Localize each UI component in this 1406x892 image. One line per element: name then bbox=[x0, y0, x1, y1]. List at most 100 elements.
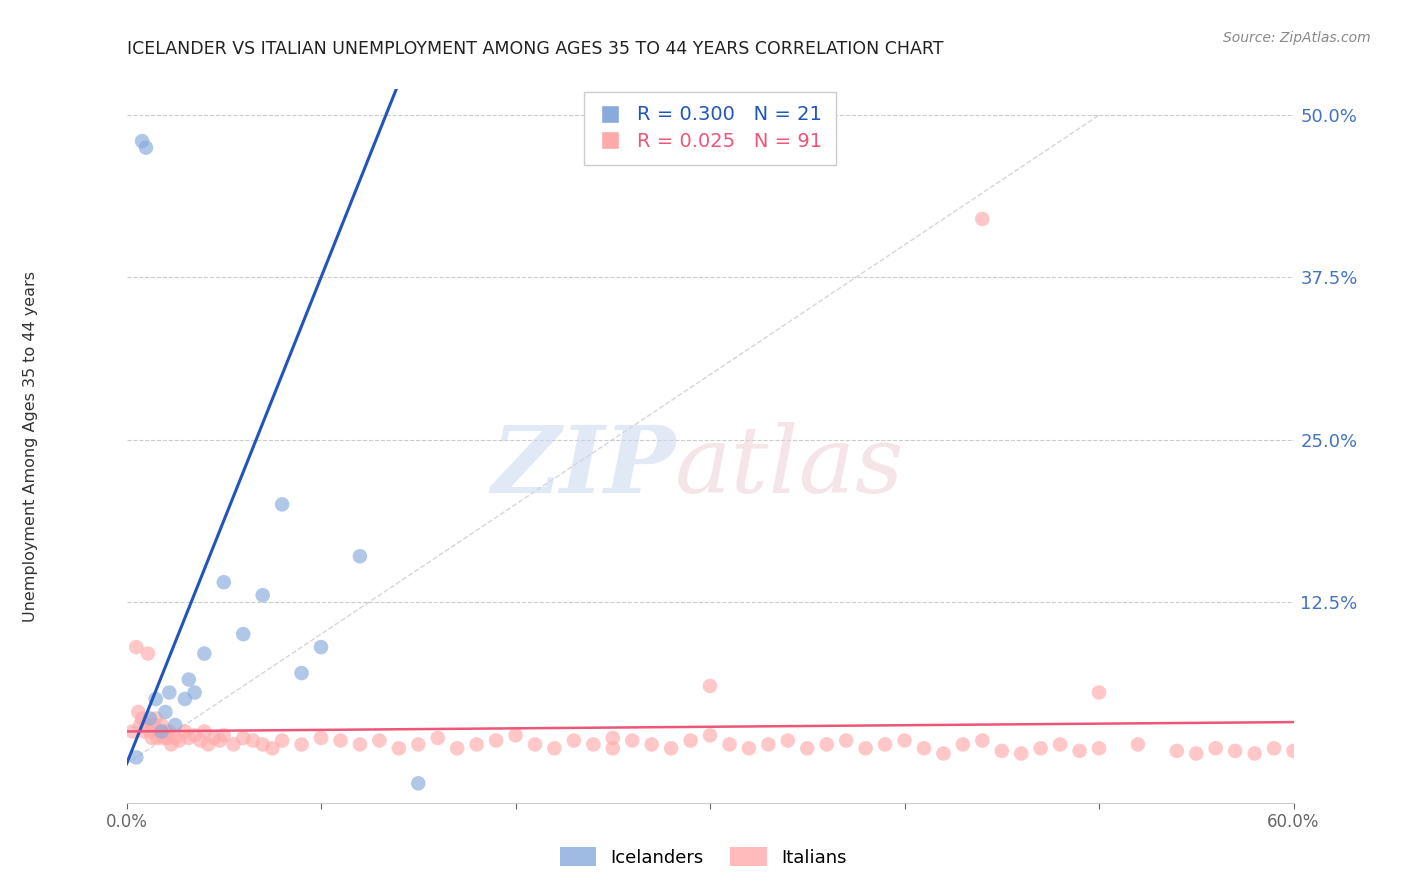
Point bbox=[197, 738, 219, 752]
Point bbox=[932, 747, 955, 761]
Point bbox=[426, 731, 449, 745]
Point bbox=[505, 728, 527, 742]
Point bbox=[1205, 741, 1227, 756]
Point bbox=[718, 738, 741, 752]
Point bbox=[190, 733, 212, 747]
Point bbox=[349, 549, 371, 564]
Point bbox=[129, 718, 152, 732]
Point bbox=[562, 733, 585, 747]
Point bbox=[855, 741, 877, 756]
Point bbox=[271, 733, 294, 747]
Point bbox=[815, 738, 838, 752]
Point bbox=[157, 685, 180, 699]
Point bbox=[972, 733, 994, 747]
Point bbox=[776, 733, 799, 747]
Point bbox=[149, 724, 172, 739]
Point bbox=[135, 718, 157, 732]
Point bbox=[135, 140, 157, 154]
Point bbox=[177, 731, 200, 745]
Point bbox=[408, 776, 430, 790]
Point bbox=[150, 724, 173, 739]
Point bbox=[146, 731, 169, 745]
Point bbox=[212, 575, 235, 590]
Point bbox=[174, 724, 197, 739]
Point bbox=[875, 738, 897, 752]
Point bbox=[543, 741, 565, 756]
Point bbox=[174, 692, 197, 706]
Point bbox=[1049, 738, 1071, 752]
Point bbox=[796, 741, 818, 756]
Point bbox=[132, 724, 155, 739]
Text: Source: ZipAtlas.com: Source: ZipAtlas.com bbox=[1223, 31, 1371, 45]
Point bbox=[271, 497, 294, 511]
Point bbox=[252, 588, 274, 602]
Text: ICELANDER VS ITALIAN UNEMPLOYMENT AMONG AGES 35 TO 44 YEARS CORRELATION CHART: ICELANDER VS ITALIAN UNEMPLOYMENT AMONG … bbox=[127, 40, 943, 58]
Point bbox=[309, 640, 332, 654]
Point bbox=[952, 738, 974, 752]
Point bbox=[388, 741, 411, 756]
Point bbox=[1088, 741, 1111, 756]
Point bbox=[1088, 685, 1111, 699]
Point bbox=[990, 744, 1012, 758]
Point bbox=[912, 741, 935, 756]
Text: Unemployment Among Ages 35 to 44 years: Unemployment Among Ages 35 to 44 years bbox=[24, 270, 38, 622]
Point bbox=[349, 738, 371, 752]
Point bbox=[193, 647, 215, 661]
Point bbox=[290, 666, 312, 681]
Point bbox=[659, 741, 682, 756]
Point bbox=[756, 738, 779, 752]
Point bbox=[465, 738, 488, 752]
Point bbox=[155, 724, 177, 739]
Point bbox=[1029, 741, 1052, 756]
Point bbox=[262, 741, 284, 756]
Point bbox=[1263, 741, 1285, 756]
Point bbox=[582, 738, 605, 752]
Point bbox=[121, 724, 143, 739]
Point bbox=[160, 738, 183, 752]
Point bbox=[152, 731, 174, 745]
Point bbox=[485, 733, 508, 747]
Point bbox=[165, 718, 187, 732]
Point bbox=[193, 724, 215, 739]
Point bbox=[131, 711, 153, 725]
Point bbox=[893, 733, 915, 747]
Point bbox=[136, 647, 159, 661]
Point bbox=[183, 685, 205, 699]
Point bbox=[602, 731, 624, 745]
Point bbox=[141, 731, 163, 745]
Point bbox=[329, 733, 352, 747]
Point bbox=[139, 724, 162, 739]
Point bbox=[139, 711, 162, 725]
Point bbox=[222, 738, 245, 752]
Point bbox=[835, 733, 858, 747]
Point bbox=[212, 728, 235, 742]
Point bbox=[131, 134, 153, 148]
Point bbox=[150, 718, 173, 732]
Point bbox=[252, 738, 274, 752]
Point bbox=[208, 733, 231, 747]
Text: atlas: atlas bbox=[675, 423, 904, 512]
Point bbox=[183, 728, 205, 742]
Point bbox=[125, 750, 148, 764]
Point bbox=[290, 738, 312, 752]
Point bbox=[641, 738, 664, 752]
Point bbox=[738, 741, 761, 756]
Point bbox=[699, 679, 721, 693]
Point bbox=[309, 731, 332, 745]
Point bbox=[242, 733, 264, 747]
Legend: Icelanders, Italians: Icelanders, Italians bbox=[553, 840, 853, 874]
Point bbox=[202, 731, 225, 745]
Point bbox=[177, 673, 200, 687]
Point bbox=[368, 733, 391, 747]
Point bbox=[1010, 747, 1032, 761]
Point bbox=[1126, 738, 1149, 752]
Point bbox=[145, 711, 167, 725]
Point bbox=[142, 718, 165, 732]
Point bbox=[127, 705, 149, 719]
Point bbox=[699, 728, 721, 742]
Point bbox=[621, 733, 644, 747]
Point bbox=[1166, 744, 1188, 758]
Point bbox=[602, 741, 624, 756]
Point bbox=[1282, 744, 1305, 758]
Point bbox=[972, 211, 994, 226]
